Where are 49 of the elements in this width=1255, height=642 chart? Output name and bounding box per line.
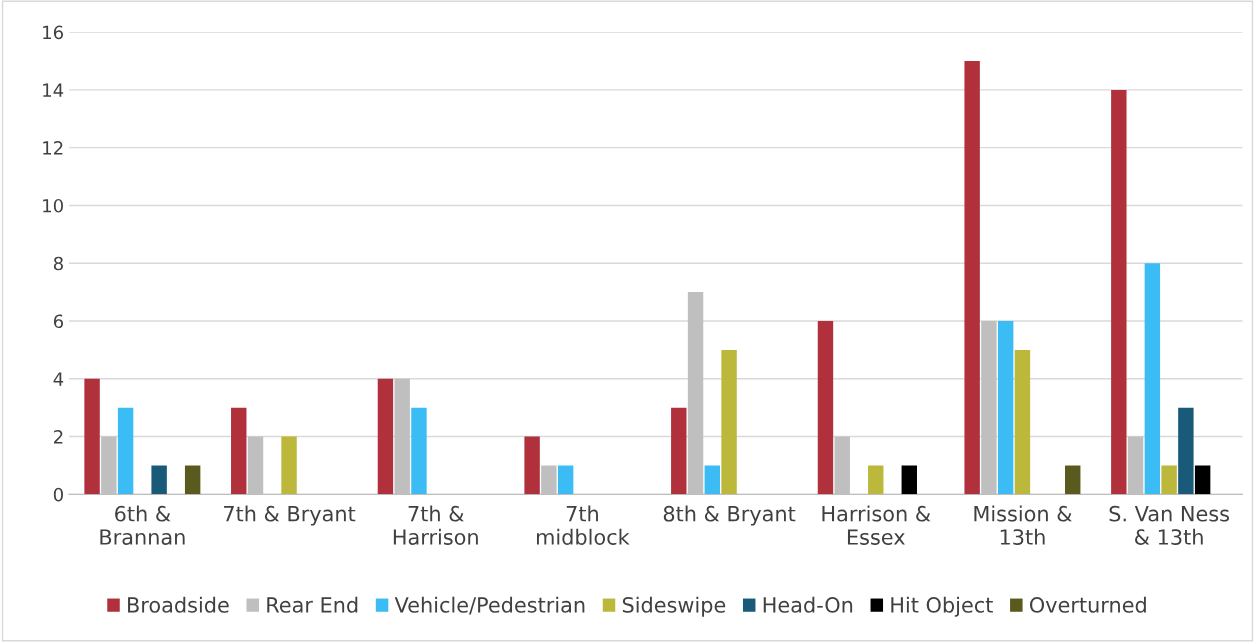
bar	[964, 60, 980, 495]
bar	[281, 436, 297, 495]
bar	[1144, 263, 1161, 495]
bar	[817, 321, 834, 495]
bar	[557, 465, 574, 495]
legend-label: Overturned	[1029, 596, 1146, 613]
y-tick-label: 6	[53, 314, 64, 329]
bar	[704, 465, 721, 495]
bar	[671, 407, 687, 495]
x-tick-label: 7th midblock	[537, 505, 630, 545]
bar	[1111, 89, 1127, 495]
bar	[377, 378, 394, 495]
bar	[1161, 465, 1177, 495]
x-tick-label: S. Van Ness & 13th	[1109, 505, 1229, 545]
y-tick-label: 14	[43, 83, 64, 97]
x-tick-label: 7th & Harrison	[393, 505, 478, 545]
legend-label: Broadside	[128, 596, 229, 613]
bar	[721, 349, 737, 495]
legend-label: Rear End	[267, 596, 358, 613]
legend-label: Hit Object	[891, 596, 993, 617]
bar	[1065, 465, 1081, 495]
x-tick-label: 7th & Bryant	[224, 505, 356, 526]
y-tick-label: 12	[43, 141, 63, 155]
bar	[1014, 349, 1031, 495]
bar	[1178, 407, 1194, 495]
legend-label: Head-On	[763, 596, 853, 613]
bar	[524, 436, 540, 495]
bar	[84, 378, 100, 495]
y-tick-label: 4	[53, 372, 64, 386]
x-tick-label: 6th & Brannan	[100, 505, 185, 545]
bar	[1194, 465, 1211, 495]
y-tick-label: 16	[43, 25, 64, 40]
x-tick-label: Harrison & Essex	[822, 505, 931, 545]
bar	[997, 321, 1014, 495]
y-tick-label: 2	[54, 430, 63, 444]
bar	[411, 407, 427, 495]
bar	[231, 407, 247, 495]
y-tick-label: 0	[53, 487, 63, 502]
bar	[117, 407, 134, 495]
x-tick-label: 8th & Bryant	[663, 505, 796, 526]
bar	[151, 465, 167, 495]
bar	[868, 465, 884, 495]
x-tick-label: Mission & 13th	[974, 505, 1072, 545]
legend-label: Sideswipe	[622, 596, 726, 617]
y-tick-label: 8	[53, 256, 63, 271]
y-tick-label: 10	[43, 198, 63, 213]
legend-label: Vehicle/Pedestrian	[394, 596, 585, 615]
bar	[901, 465, 917, 495]
bar	[184, 465, 201, 495]
